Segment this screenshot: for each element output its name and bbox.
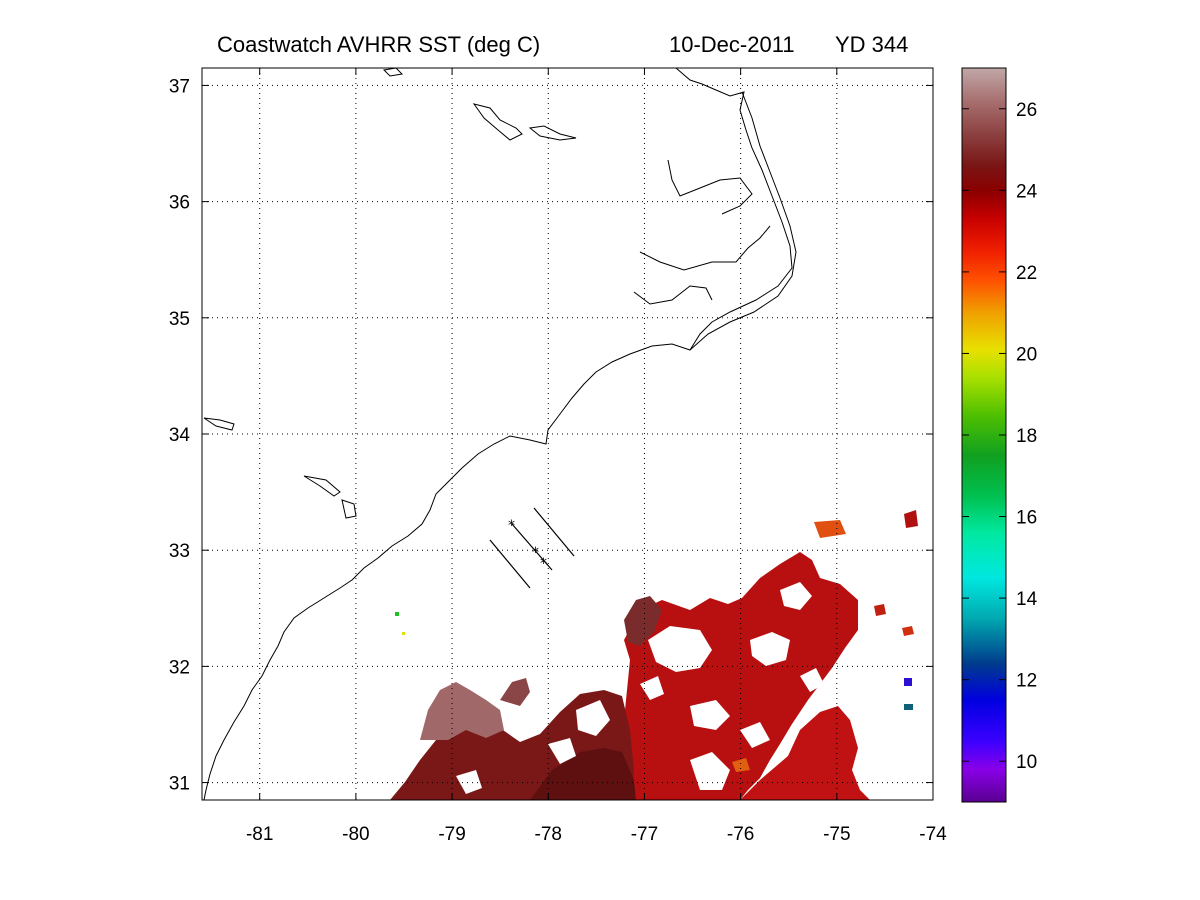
sst-shelf-dark: [530, 748, 636, 800]
colorbar: 10 12 14 16 18 20 22 24 26: [961, 67, 1038, 803]
sst-warm-spot-3: [874, 604, 886, 616]
y-tick-label: 34: [169, 425, 191, 446]
station-markers: * * *: [508, 518, 547, 572]
x-tick-label: -76: [727, 824, 754, 845]
sst-green-pixel: [395, 612, 399, 616]
sst-cool-patch-north: [500, 678, 530, 706]
x-tick-label: -74: [919, 824, 947, 845]
colorbar-tick-label: 14: [1016, 589, 1038, 610]
coastline-lake-2: [528, 125, 577, 141]
coastline-albemarle-sound: [667, 159, 753, 215]
sst-cold-pixel-2: [904, 704, 913, 710]
x-tick-label: -75: [823, 824, 850, 845]
sst-warm-spot-4: [902, 626, 914, 636]
title-date: 10-Dec-2011: [669, 32, 795, 57]
x-axis-labels: -81 -80 -79 -78 -77 -76 -75 -74: [246, 824, 947, 845]
colorbar-tick-label: 22: [1016, 263, 1037, 284]
y-tick-label: 32: [169, 657, 190, 678]
colorbar-tick-label: 16: [1016, 508, 1037, 529]
station-marker: *: [508, 518, 515, 534]
x-tick-label: -81: [246, 824, 273, 845]
transect-line-2: [511, 523, 553, 571]
coastline-lake-1: [472, 103, 523, 141]
coastline-lake-4: [341, 499, 357, 519]
coastline-lake-3: [303, 475, 341, 497]
y-tick-label: 36: [169, 193, 190, 214]
title-product: Coastwatch AVHRR SST (deg C): [217, 32, 540, 57]
colorbar-tick-label: 18: [1016, 426, 1037, 447]
sst-field: [390, 510, 918, 800]
y-tick-label: 35: [169, 309, 190, 330]
colorbar-tick-label: 26: [1016, 100, 1037, 121]
coastline-mainland: [203, 67, 793, 801]
sst-eastern-lobe: [740, 706, 870, 800]
colorbar-ticks: 10 12 14 16 18 20 22 24 26: [962, 100, 1038, 773]
x-tick-label: -78: [535, 824, 562, 845]
x-tick-label: -79: [438, 824, 465, 845]
sst-warm-spot-5: [732, 758, 750, 772]
sst-yellow-pixel: [402, 632, 405, 635]
graticule: [202, 68, 934, 800]
title-yearday: YD 344: [835, 32, 908, 57]
station-marker: *: [540, 556, 547, 572]
colorbar-tick-label: 12: [1016, 671, 1037, 692]
transect-line-1: [489, 539, 531, 589]
sst-midshelf-patch: [624, 596, 662, 646]
coastline-pamlico-sound: [633, 225, 771, 305]
colorbar-frame: [961, 67, 1007, 803]
sst-warm-spot-2: [904, 510, 918, 528]
sst-cold-pixel-1: [904, 678, 912, 686]
coastline-lake-5: [203, 417, 235, 431]
map-frame: [201, 67, 934, 801]
colorbar-tick-label: 10: [1016, 752, 1037, 773]
y-tick-label: 37: [169, 76, 190, 97]
colorbar-tick-label: 24: [1016, 181, 1038, 202]
colorbar-ramp: [962, 68, 1006, 802]
sst-gulfstream-patch: [622, 552, 858, 800]
colorbar-tick-label: 20: [1016, 344, 1037, 365]
sst-warm-spot-1: [814, 520, 846, 538]
sst-cool-nearshore: [420, 682, 504, 740]
map-panel[interactable]: * * *: [201, 67, 934, 801]
transect-line-3: [533, 507, 575, 557]
x-tick-label: -80: [342, 824, 369, 845]
y-axis-labels: 31 32 33 34 35 36 37: [169, 76, 191, 794]
x-tick-label: -77: [631, 824, 658, 845]
station-marker: *: [532, 545, 539, 561]
coastline-lake-6: [382, 67, 404, 77]
y-tick-label: 33: [169, 541, 190, 562]
transects: [489, 507, 575, 589]
coastline-outer-banks: [689, 91, 797, 351]
cloud-mask: [456, 582, 824, 794]
y-tick-label: 31: [169, 774, 190, 795]
coastline: [203, 67, 797, 801]
